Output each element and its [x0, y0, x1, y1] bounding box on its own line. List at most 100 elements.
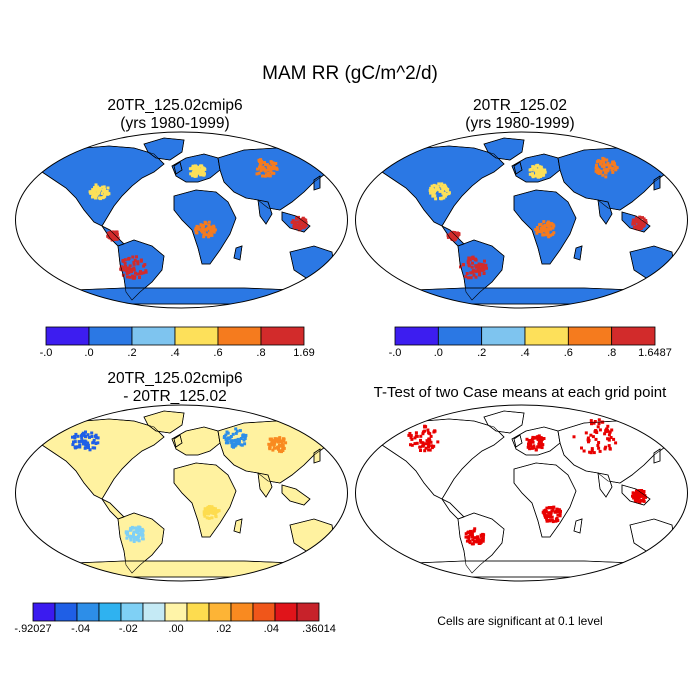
colorbar-swatch	[611, 326, 656, 346]
grid-cell-se-asia	[637, 489, 641, 493]
grid-cell-north-america	[88, 448, 92, 452]
grid-cell-asia	[225, 439, 229, 443]
grid-cell-north-america	[105, 190, 109, 193]
grid-cell-asia	[271, 167, 274, 170]
grid-cell-asia	[607, 444, 611, 448]
grid-cell-asia	[263, 161, 266, 164]
grid-cell-africa	[202, 232, 206, 236]
grid-cell-asia	[236, 440, 240, 444]
grid-cell-north-america	[413, 436, 417, 440]
colorbar-tick-label: -.92027	[14, 623, 52, 635]
grid-cell-asia	[280, 439, 284, 443]
grid-cell-asia	[611, 160, 615, 164]
grid-cell-north-america	[430, 446, 434, 450]
grid-cell-asia	[234, 427, 238, 431]
grid-cell-asia	[595, 163, 598, 167]
colorbar-tick-label: .2	[127, 347, 137, 359]
grid-cell-africa	[206, 226, 210, 230]
grid-cell-se-asia	[633, 499, 637, 503]
grid-cell-north-america	[99, 196, 102, 200]
grid-cell-se-asia	[295, 224, 299, 228]
panel-1-title-line2: (yrs 1980-1999)	[120, 115, 230, 132]
grid-cell-south-america	[462, 263, 465, 267]
grid-cell-asia	[594, 437, 598, 441]
grid-cell-africa	[535, 231, 539, 235]
grid-cell-central-america	[112, 236, 116, 239]
grid-cell-north-america	[415, 441, 419, 445]
grid-cell-europe	[543, 170, 547, 174]
grid-cell-north-america	[441, 188, 445, 191]
colorbar-tick-label: -.04	[71, 623, 91, 635]
grid-cell-central-america	[453, 235, 457, 239]
grid-cell-asia	[597, 418, 601, 422]
colorbar-1-labels: -.0 .0 .2 .4 .6 .8 1.69	[40, 347, 315, 361]
grid-cell-asia	[594, 169, 598, 173]
grid-cell-north-america	[409, 434, 413, 438]
grid-cell-europe	[539, 173, 543, 176]
grid-cell-africa	[540, 228, 544, 232]
grid-cell-south-america	[467, 256, 471, 260]
grid-cell-europe	[528, 447, 532, 451]
grid-cell-south-america	[480, 268, 484, 272]
ttest-note: Cells are significant at 0.1 level	[437, 614, 603, 628]
grid-cell-se-asia	[635, 224, 639, 228]
grid-cell-north-america	[428, 189, 432, 192]
grid-cell-asia	[226, 441, 230, 445]
grid-cell-south-america	[126, 275, 130, 279]
grid-cell-central-america	[110, 234, 114, 238]
grid-cell-asia	[281, 444, 285, 448]
grid-cell-asia	[272, 440, 276, 443]
grid-cell-europe	[188, 167, 192, 171]
grid-cell-africa	[212, 507, 216, 511]
grid-cell-south-america	[138, 276, 141, 279]
grid-cell-africa	[206, 505, 210, 509]
grid-cell-south-america	[466, 535, 470, 539]
grid-cell-asia	[237, 438, 241, 442]
map-border	[15, 131, 348, 309]
grid-cell-asia	[596, 444, 600, 447]
grid-cell-asia	[601, 420, 605, 424]
map-panel-2	[355, 131, 688, 309]
grid-cell-south-america	[133, 275, 137, 279]
grid-cell-africa	[549, 515, 553, 519]
grid-cell-asia	[274, 162, 278, 165]
grid-cell-asia	[280, 441, 284, 445]
grid-cell-se-asia	[633, 494, 637, 498]
grid-cell-north-america	[106, 192, 110, 196]
grid-cell-north-america	[429, 434, 433, 438]
grid-cell-africa	[551, 508, 555, 512]
grid-cell-se-asia	[640, 489, 644, 492]
grid-cell-europe	[532, 446, 536, 450]
colorbar-swatch	[120, 602, 144, 622]
grid-cell-se-asia	[634, 489, 638, 493]
colorbar-swatch	[437, 326, 483, 346]
grid-cell-south-america	[480, 266, 484, 270]
grid-cell-se-asia	[631, 222, 635, 226]
grid-cell-asia	[229, 435, 233, 438]
grid-cell-north-america	[91, 441, 95, 445]
colorbar-tick-label: 1.6487	[638, 347, 672, 359]
grid-cell-asia	[597, 441, 601, 444]
grid-cell-asia	[255, 172, 259, 176]
grid-cell-europe	[537, 168, 541, 172]
grid-cell-asia	[282, 439, 286, 443]
grid-cell-se-asia	[641, 222, 645, 226]
grid-cell-north-america	[429, 191, 433, 195]
grid-cell-south-america	[464, 275, 468, 279]
grid-cell-asia	[603, 447, 607, 451]
grid-cell-north-america	[79, 439, 83, 443]
grid-cell-europe	[197, 166, 200, 169]
grid-cell-asia	[259, 167, 263, 171]
grid-cell-south-america	[126, 257, 130, 261]
grid-cell-south-america	[135, 528, 139, 532]
grid-cell-north-america	[102, 185, 106, 189]
grid-cell-se-asia	[302, 222, 306, 226]
grid-cell-africa	[210, 511, 214, 515]
grid-cell-north-america	[430, 184, 434, 188]
grid-cell-africa	[202, 235, 206, 239]
page-title: MAM RR (gC/m^2/d)	[262, 63, 438, 84]
grid-cell-south-america	[477, 540, 480, 544]
grid-cell-north-america	[93, 186, 96, 190]
grid-cell-africa	[546, 228, 550, 232]
grid-cell-africa	[209, 228, 213, 232]
